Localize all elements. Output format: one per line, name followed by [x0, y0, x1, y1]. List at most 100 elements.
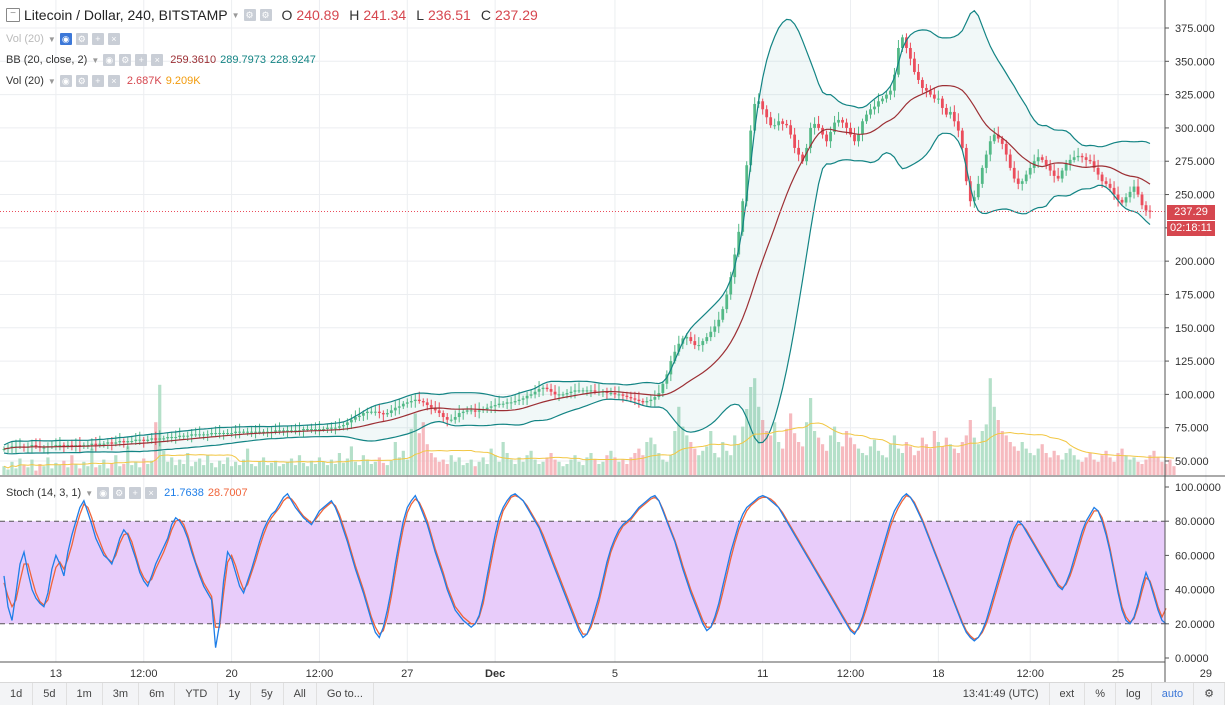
add-icon[interactable]: +: [129, 487, 142, 499]
candle-body: [749, 130, 753, 166]
candle-body: [629, 397, 633, 399]
candle-body: [1020, 181, 1024, 184]
volume-bar: [481, 457, 485, 475]
gear-icon[interactable]: ⚙: [1194, 683, 1225, 705]
candle: [913, 51, 916, 75]
volume-bar: [353, 461, 357, 475]
candle-body: [150, 438, 154, 440]
candle: [589, 385, 593, 398]
ext-button[interactable]: ext: [1050, 683, 1086, 705]
range-5y-button[interactable]: 5y: [251, 683, 284, 705]
add-icon[interactable]: +: [91, 75, 104, 87]
price-chart[interactable]: 375.000350.000325.000300.000275.000250.0…: [0, 0, 1225, 682]
volume-bar: [852, 444, 857, 475]
candle-body: [2, 449, 6, 451]
candle-body: [805, 147, 808, 162]
open-value: 240.89: [296, 7, 340, 23]
volume-bar: [561, 466, 565, 475]
settings-icon[interactable]: ⚙: [75, 33, 88, 45]
vol-value: 2.687K: [126, 75, 162, 87]
candle: [928, 85, 932, 98]
candle-body: [286, 430, 289, 432]
candle-body: [541, 387, 545, 390]
range-1y-button[interactable]: 1y: [218, 683, 251, 705]
close-icon[interactable]: ×: [145, 487, 158, 499]
candle-body: [457, 413, 461, 418]
volume-bar: [301, 462, 306, 475]
volume-bar: [872, 439, 877, 475]
chevron-down-icon[interactable]: ▼: [47, 34, 56, 44]
candle-body: [94, 443, 98, 446]
add-icon[interactable]: +: [91, 33, 104, 45]
candle-body: [34, 445, 38, 447]
chevron-down-icon[interactable]: ▼: [231, 10, 240, 20]
volume-bar: [521, 461, 525, 475]
settings-icon[interactable]: ⚙: [113, 487, 126, 499]
candle-body: [98, 443, 102, 446]
candle: [202, 431, 206, 440]
volume-bar: [465, 462, 469, 475]
range-5d-button[interactable]: 5d: [33, 683, 67, 705]
candle-body: [737, 231, 741, 255]
eye-icon[interactable]: ◉: [97, 487, 110, 499]
chevron-down-icon[interactable]: ▼: [91, 55, 100, 65]
range-3m-button[interactable]: 3m: [103, 683, 140, 705]
eye-icon[interactable]: ◉: [59, 75, 72, 87]
candle-body: [357, 415, 361, 418]
candle: [765, 105, 769, 124]
volume-bar: [429, 453, 433, 475]
volume-bar: [513, 464, 517, 475]
chevron-down-icon[interactable]: ▼: [85, 488, 94, 498]
add-icon[interactable]: +: [135, 54, 148, 66]
candle: [553, 385, 557, 400]
high-value: 241.34: [363, 7, 407, 23]
range-all-button[interactable]: All: [284, 683, 317, 705]
range-6m-button[interactable]: 6m: [139, 683, 176, 705]
collapse-icon[interactable]: −: [6, 8, 20, 22]
gear-icon[interactable]: ⚙: [259, 9, 272, 21]
vol-hidden-legend: Vol (20) ▼ ◉ ⚙ + ×: [6, 33, 120, 45]
close-icon[interactable]: ×: [107, 33, 120, 45]
log-button[interactable]: log: [1116, 683, 1152, 705]
volume-bar: [737, 444, 741, 475]
volume-ma-line: [3, 422, 1175, 469]
candle-body: [429, 405, 433, 408]
volume-bar: [1080, 461, 1084, 475]
settings-icon[interactable]: ⚙: [119, 54, 132, 66]
price-tick-label: 150.000: [1175, 323, 1215, 335]
auto-button[interactable]: auto: [1152, 683, 1195, 705]
candle-body: [170, 437, 174, 439]
volume-bar: [261, 457, 266, 475]
volume-bar: [22, 465, 26, 475]
range-1m-button[interactable]: 1m: [67, 683, 103, 705]
volume-bar: [860, 453, 865, 475]
eye-icon[interactable]: ◉: [103, 54, 116, 66]
close-icon[interactable]: ×: [107, 75, 120, 87]
eye-icon[interactable]: ◉: [59, 33, 72, 45]
volume-bar: [940, 446, 944, 475]
chevron-down-icon[interactable]: ▼: [47, 76, 56, 86]
candle-body: [1024, 174, 1028, 182]
range-ytd-button[interactable]: YTD: [175, 683, 219, 705]
candle: [437, 402, 441, 418]
volume-bar: [856, 448, 861, 475]
range-1d-button[interactable]: 1d: [0, 683, 34, 705]
candle: [689, 331, 693, 344]
close-value: 237.29: [494, 7, 538, 23]
candle: [693, 334, 697, 350]
candle: [505, 398, 509, 410]
close-icon[interactable]: ×: [151, 54, 164, 66]
volume-bar: [66, 467, 70, 475]
candle: [222, 430, 226, 440]
candle: [1076, 147, 1080, 162]
goto-button[interactable]: Go to...: [317, 683, 374, 705]
volume-bar: [122, 464, 126, 475]
settings-icon[interactable]: ⚙: [75, 75, 88, 87]
percent-button[interactable]: %: [1085, 683, 1117, 705]
candle: [529, 389, 533, 399]
settings-icon[interactable]: ⚙: [243, 9, 256, 21]
candle-body: [465, 410, 469, 412]
candle-body: [853, 134, 856, 142]
volume-bar: [753, 378, 757, 475]
candle: [665, 370, 669, 390]
